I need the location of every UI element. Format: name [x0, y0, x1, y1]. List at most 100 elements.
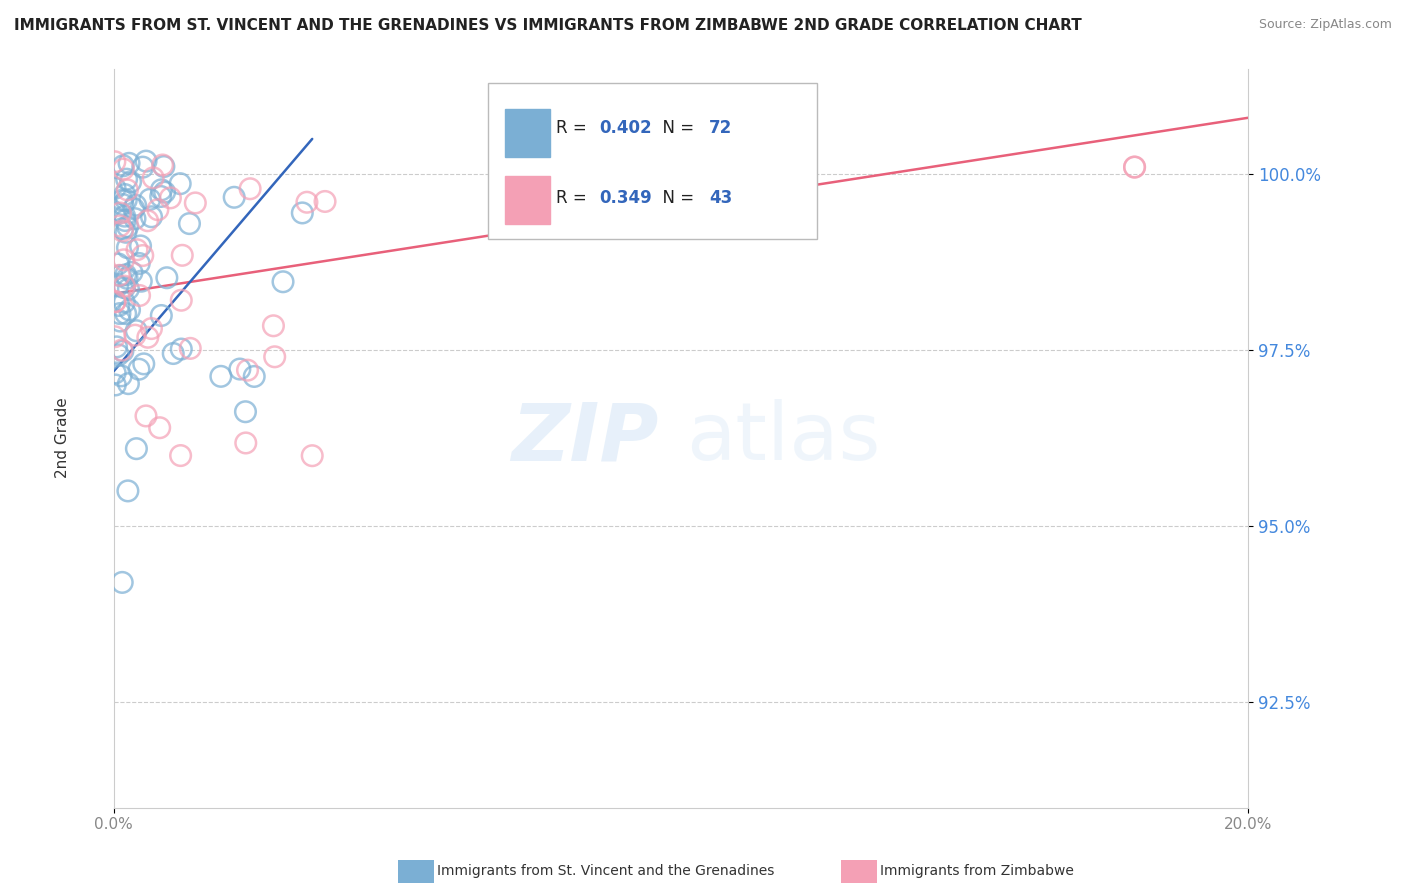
Point: [146, 202, 169, 217]
Point: [224, 190, 246, 204]
Point: [142, 170, 165, 185]
Point: [128, 256, 150, 270]
Point: [150, 183, 173, 197]
Point: [112, 162, 135, 177]
Point: [111, 224, 134, 238]
Point: [105, 340, 128, 354]
Text: atlas: atlas: [686, 399, 882, 477]
Point: [114, 307, 136, 321]
Point: [139, 192, 162, 206]
Point: [136, 213, 159, 227]
Text: 0.402: 0.402: [599, 119, 652, 136]
Point: [117, 219, 139, 234]
Text: Immigrants from St. Vincent and the Grenadines: Immigrants from St. Vincent and the Gren…: [437, 864, 775, 879]
Point: [114, 187, 136, 202]
Text: 72: 72: [709, 119, 733, 136]
Point: [122, 202, 145, 216]
Point: [235, 405, 257, 419]
Point: [132, 357, 155, 371]
Point: [124, 211, 146, 226]
Point: [1123, 160, 1146, 174]
Point: [235, 436, 257, 450]
Point: [129, 239, 152, 253]
Point: [149, 421, 172, 435]
Point: [107, 279, 129, 293]
Point: [121, 265, 143, 279]
Point: [129, 274, 152, 288]
Point: [128, 288, 150, 302]
Point: [114, 209, 136, 223]
Point: [114, 268, 136, 282]
Point: [184, 196, 207, 211]
Point: [209, 369, 232, 384]
Point: [169, 177, 191, 191]
Point: [115, 172, 138, 186]
Point: [132, 248, 155, 262]
Point: [170, 342, 193, 356]
Point: [108, 307, 131, 321]
Point: [115, 225, 138, 239]
Point: [125, 442, 148, 456]
Text: N =: N =: [652, 189, 700, 207]
FancyBboxPatch shape: [505, 109, 550, 157]
Point: [153, 160, 176, 174]
Text: Immigrants from Zimbabwe: Immigrants from Zimbabwe: [880, 864, 1074, 879]
Point: [120, 175, 142, 189]
Point: [314, 194, 336, 209]
Point: [128, 362, 150, 376]
Point: [263, 350, 285, 364]
Point: [110, 268, 132, 283]
Point: [170, 293, 193, 308]
Point: [108, 219, 131, 233]
Point: [141, 210, 163, 224]
Point: [117, 483, 139, 498]
Text: 2nd Grade: 2nd Grade: [55, 398, 70, 478]
Point: [149, 189, 172, 203]
Point: [104, 378, 127, 392]
Point: [107, 348, 129, 362]
Point: [124, 198, 146, 212]
Point: [111, 343, 134, 357]
Point: [104, 366, 127, 380]
Point: [104, 206, 127, 220]
Point: [152, 158, 174, 172]
Point: [125, 324, 148, 338]
Point: [108, 298, 131, 312]
Point: [112, 281, 135, 295]
Point: [179, 342, 201, 356]
Point: [141, 321, 163, 335]
Point: [169, 449, 191, 463]
Point: [117, 376, 139, 391]
Text: Source: ZipAtlas.com: Source: ZipAtlas.com: [1258, 18, 1392, 31]
Point: [115, 194, 138, 208]
Point: [229, 362, 252, 376]
Point: [111, 197, 134, 211]
Point: [108, 314, 131, 328]
Point: [172, 248, 194, 262]
Point: [236, 363, 259, 377]
Point: [117, 241, 139, 255]
Point: [117, 282, 139, 296]
Point: [104, 294, 127, 309]
Point: [271, 275, 294, 289]
Point: [132, 160, 155, 174]
Point: [135, 409, 157, 423]
Point: [136, 330, 159, 344]
Point: [110, 368, 132, 383]
Text: R =: R =: [557, 119, 592, 136]
FancyBboxPatch shape: [488, 83, 817, 238]
Point: [110, 206, 132, 220]
Point: [156, 270, 179, 285]
Text: 0.349: 0.349: [599, 189, 652, 207]
Point: [159, 191, 181, 205]
Text: R =: R =: [557, 189, 592, 207]
Text: N =: N =: [652, 119, 700, 136]
Point: [114, 213, 136, 227]
Point: [125, 243, 148, 257]
Point: [179, 217, 201, 231]
FancyBboxPatch shape: [505, 176, 550, 224]
Point: [135, 154, 157, 169]
Point: [112, 279, 135, 293]
Point: [118, 156, 141, 170]
Point: [111, 221, 134, 235]
